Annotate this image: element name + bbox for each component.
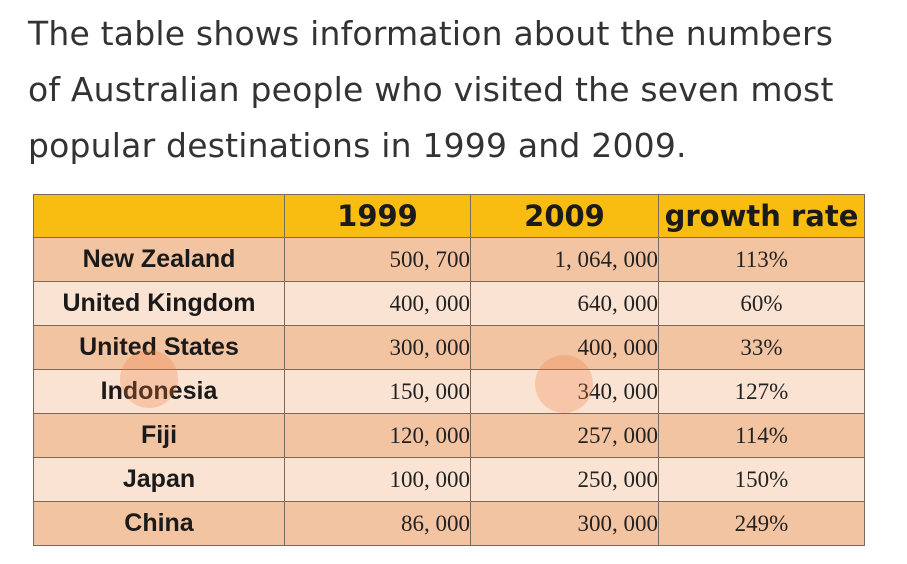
row-label: China: [33, 501, 285, 546]
column-header-2009: 2009: [470, 194, 659, 238]
cell-2009: 1, 064, 000: [470, 237, 659, 282]
row-label: Indonesia: [33, 369, 285, 414]
table-row: New Zealand 500, 700 1, 064, 000 113%: [33, 237, 865, 282]
cell-2009: 640, 000: [470, 281, 659, 326]
cell-2009: 250, 000: [470, 457, 659, 502]
cell-2009: 257, 000: [470, 413, 659, 458]
table-row: United States 300, 000 400, 000 33%: [33, 325, 865, 370]
cell-1999: 120, 000: [284, 413, 471, 458]
column-header-destination: [33, 194, 285, 238]
cell-growth-rate: 33%: [658, 325, 865, 370]
cell-1999: 100, 000: [284, 457, 471, 502]
row-label: New Zealand: [33, 237, 285, 282]
cell-growth-rate: 150%: [658, 457, 865, 502]
cell-2009: 340, 000: [470, 369, 659, 414]
column-header-1999: 1999: [284, 194, 471, 238]
cell-growth-rate: 113%: [658, 237, 865, 282]
intro-line: popular destinations in 1999 and 2009.: [28, 126, 687, 165]
cell-1999: 86, 000: [284, 501, 471, 546]
destinations-table: 1999 2009 growth rate New Zealand 500, 7…: [33, 194, 865, 546]
cell-growth-rate: 60%: [658, 281, 865, 326]
intro-line: of Australian people who visited the sev…: [28, 70, 834, 109]
column-header-growth-rate: growth rate: [658, 194, 865, 238]
cell-1999: 500, 700: [284, 237, 471, 282]
cell-growth-rate: 127%: [658, 369, 865, 414]
cell-1999: 400, 000: [284, 281, 471, 326]
cell-1999: 150, 000: [284, 369, 471, 414]
cell-growth-rate: 114%: [658, 413, 865, 458]
intro-text: The table shows information about the nu…: [28, 6, 888, 174]
row-label: Japan: [33, 457, 285, 502]
cell-2009: 300, 000: [470, 501, 659, 546]
table-row: Fiji 120, 000 257, 000 114%: [33, 413, 865, 458]
intro-line: The table shows information about the nu…: [28, 14, 834, 53]
table-row: Indonesia 150, 000 340, 000 127%: [33, 369, 865, 414]
cell-2009: 400, 000: [470, 325, 659, 370]
table-row: United Kingdom 400, 000 640, 000 60%: [33, 281, 865, 326]
row-label: Fiji: [33, 413, 285, 458]
row-label: United Kingdom: [33, 281, 285, 326]
table-header-row: 1999 2009 growth rate: [33, 194, 865, 238]
table-row: China 86, 000 300, 000 249%: [33, 501, 865, 546]
cell-1999: 300, 000: [284, 325, 471, 370]
row-label: United States: [33, 325, 285, 370]
cell-growth-rate: 249%: [658, 501, 865, 546]
table-row: Japan 100, 000 250, 000 150%: [33, 457, 865, 502]
